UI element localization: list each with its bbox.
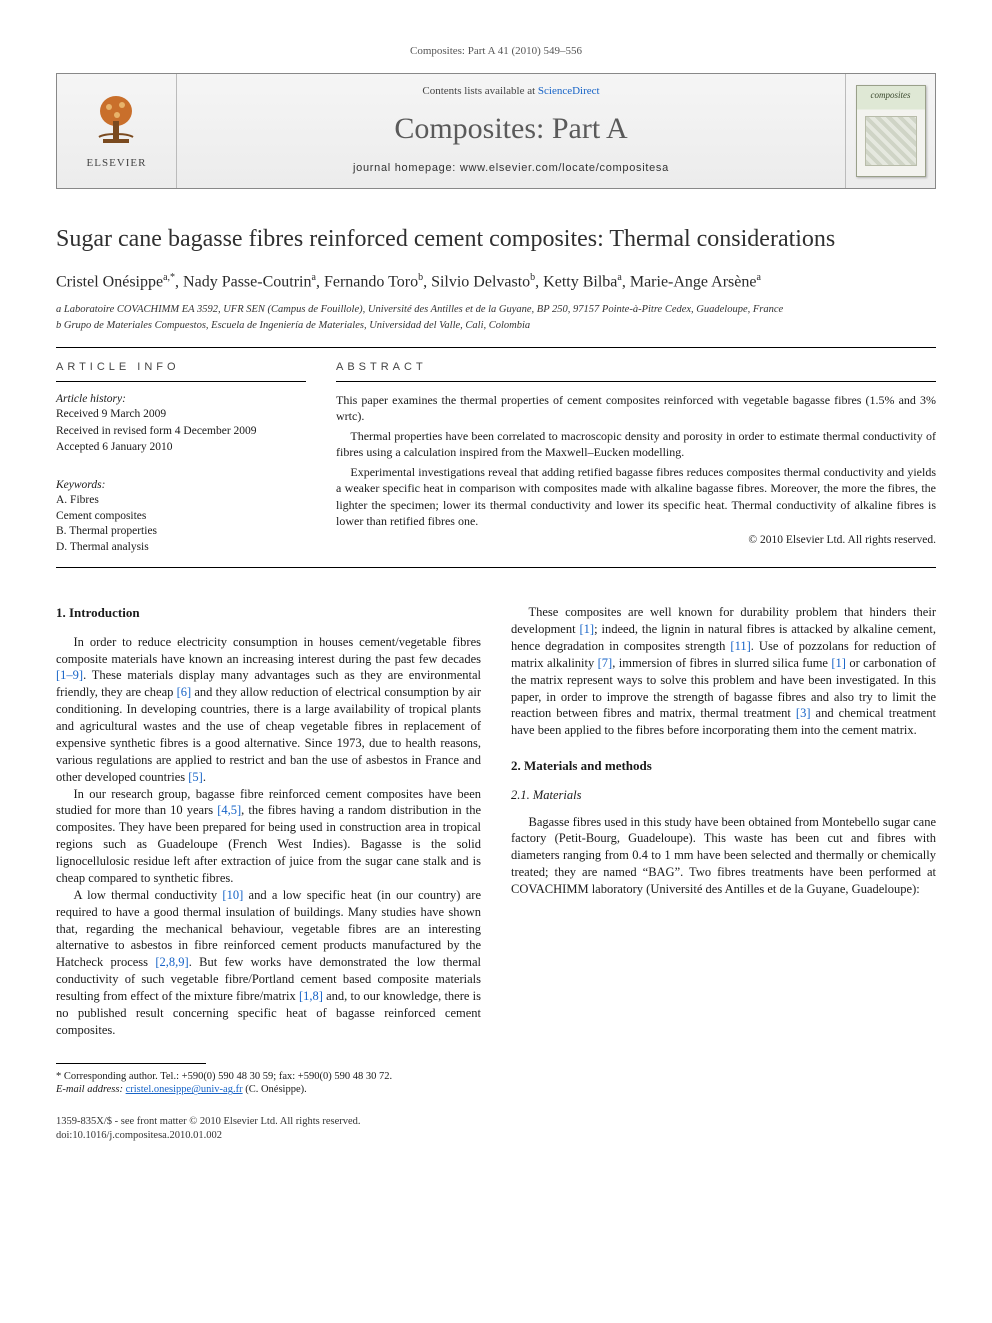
footnote-corr: * Corresponding author. Tel.: +590(0) 59…	[56, 1070, 481, 1084]
masthead-center: Contents lists available at ScienceDirec…	[177, 74, 845, 188]
journal-cover-art	[865, 116, 917, 166]
s21-p1: Bagasse fibres used in this study have b…	[511, 814, 936, 898]
s1-p3: A low thermal conductivity [10] and a lo…	[56, 887, 481, 1039]
sciencedirect-link[interactable]: ScienceDirect	[538, 85, 600, 97]
rule-below-abstract	[56, 567, 936, 568]
abstract-para-1: This paper examines the thermal properti…	[336, 392, 936, 424]
footer-doi: doi:10.1016/j.compositesa.2010.01.002	[56, 1129, 361, 1143]
running-head: Composites: Part A 41 (2010) 549–556	[56, 44, 936, 59]
journal-cover-cell: composites	[845, 74, 935, 188]
history-accepted: Accepted 6 January 2010	[56, 440, 306, 456]
section-1-head: 1. Introduction	[56, 604, 481, 622]
homepage-url[interactable]: www.elsevier.com/locate/compositesa	[460, 162, 669, 174]
section-2-1-head: 2.1. Materials	[511, 787, 936, 804]
footnote-separator	[56, 1063, 206, 1064]
keyword-3: B. Thermal properties	[56, 524, 306, 540]
abstract-para-2: Thermal properties have been correlated …	[336, 428, 936, 460]
contents-available-line: Contents lists available at ScienceDirec…	[187, 84, 835, 99]
journal-cover-word: composites	[857, 89, 925, 101]
article-title: Sugar cane bagasse fibres reinforced cem…	[56, 223, 936, 255]
elsevier-tree-icon	[89, 91, 143, 149]
s1-p4: These composites are well known for dura…	[511, 604, 936, 739]
affiliation-a: a Laboratoire COVACHIMM EA 3592, UFR SEN…	[56, 303, 936, 317]
abstract-para-3: Experimental investigations reveal that …	[336, 464, 936, 529]
article-info-head: ARTICLE INFO	[56, 360, 306, 382]
history-received: Received 9 March 2009	[56, 407, 306, 423]
keyword-1: A. Fibres	[56, 493, 306, 509]
journal-title: Composites: Part A	[187, 109, 835, 150]
elsevier-logo: ELSEVIER	[87, 91, 147, 170]
contents-prefix: Contents lists available at	[422, 85, 537, 97]
page-footer: 1359-835X/$ - see front matter © 2010 El…	[56, 1115, 936, 1143]
article-body: 1. Introduction In order to reduce elect…	[56, 604, 936, 1097]
article-info-block: ARTICLE INFO Article history: Received 9…	[56, 348, 306, 555]
journal-cover-thumb: composites	[856, 85, 926, 177]
keyword-4: D. Thermal analysis	[56, 540, 306, 556]
homepage-prefix: journal homepage:	[353, 162, 460, 174]
keyword-2: Cement composites	[56, 509, 306, 525]
footer-left: 1359-835X/$ - see front matter © 2010 El…	[56, 1115, 361, 1143]
footnote-email-tail: (C. Onésippe).	[245, 1084, 307, 1095]
s1-p1: In order to reduce electricity consumpti…	[56, 634, 481, 786]
abstract-block: ABSTRACT This paper examines the thermal…	[336, 348, 936, 555]
footer-front-matter: 1359-835X/$ - see front matter © 2010 El…	[56, 1115, 361, 1129]
history-revised: Received in revised form 4 December 2009	[56, 424, 306, 440]
s1-p2: In our research group, bagasse fibre rei…	[56, 786, 481, 887]
journal-homepage-line: journal homepage: www.elsevier.com/locat…	[187, 161, 835, 176]
abstract-head: ABSTRACT	[336, 360, 936, 382]
article-history-head: Article history:	[56, 392, 306, 408]
publisher-name: ELSEVIER	[87, 156, 147, 171]
keywords-head: Keywords:	[56, 478, 306, 494]
abstract-copyright: © 2010 Elsevier Ltd. All rights reserved…	[336, 533, 936, 549]
footnote-email-label: E-mail address:	[56, 1084, 123, 1095]
section-2-head: 2. Materials and methods	[511, 757, 936, 775]
footnote-email-link[interactable]: cristel.onesippe@univ-ag.fr	[126, 1084, 243, 1095]
affiliation-b: b Grupo de Materiales Compuestos, Escuel…	[56, 319, 936, 333]
publisher-logo-cell: ELSEVIER	[57, 74, 177, 188]
authors-line: Cristel Onésippea,*, Nady Passe-Coutrina…	[56, 271, 936, 293]
masthead: ELSEVIER Contents lists available at Sci…	[56, 73, 936, 189]
corresponding-author-footnote: * Corresponding author. Tel.: +590(0) 59…	[56, 1070, 481, 1097]
affiliations: a Laboratoire COVACHIMM EA 3592, UFR SEN…	[56, 303, 936, 332]
